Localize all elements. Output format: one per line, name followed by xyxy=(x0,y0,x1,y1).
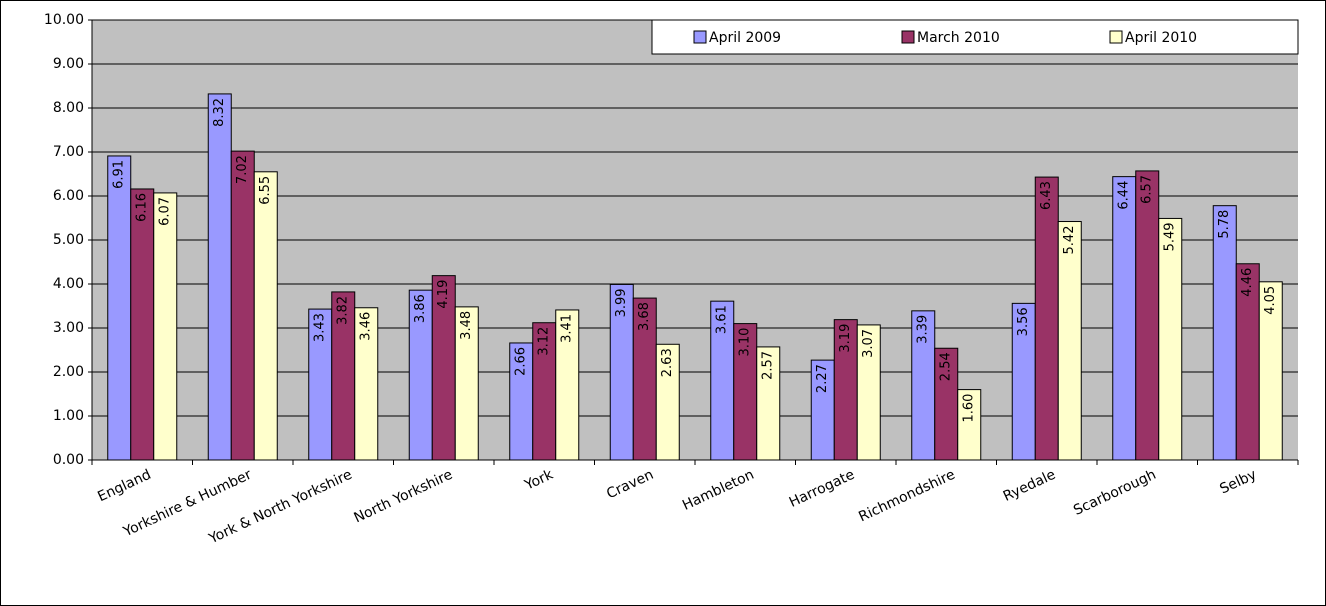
value-label: 8.32 xyxy=(212,98,227,127)
bar xyxy=(107,155,132,461)
value-label: 6.16 xyxy=(135,193,150,222)
value-label: 3.61 xyxy=(715,305,730,334)
value-label: 3.46 xyxy=(359,312,374,341)
y-tick-label: 2.00 xyxy=(53,364,84,380)
bar xyxy=(555,309,580,461)
value-label: 5.42 xyxy=(1062,226,1077,255)
value-label: 1.60 xyxy=(962,394,977,423)
legend-label: March 2010 xyxy=(917,30,1000,46)
bar xyxy=(1212,205,1237,461)
value-label: 4.19 xyxy=(436,280,451,309)
value-label: 2.63 xyxy=(660,348,675,377)
bar xyxy=(253,171,278,461)
value-label: 2.66 xyxy=(514,347,529,376)
bar xyxy=(1112,176,1137,461)
bar xyxy=(454,306,479,461)
value-label: 4.05 xyxy=(1263,286,1278,315)
y-tick-label: 4.00 xyxy=(53,276,84,292)
legend-swatch xyxy=(901,30,915,44)
value-label: 3.07 xyxy=(861,329,876,358)
value-label: 3.99 xyxy=(614,288,629,317)
value-label: 7.02 xyxy=(235,155,250,184)
bar xyxy=(354,307,379,461)
y-tick-label: 10.00 xyxy=(44,12,84,28)
value-label: 3.12 xyxy=(537,327,552,356)
value-label: 5.78 xyxy=(1217,210,1232,239)
legend-label: April 2010 xyxy=(1125,30,1197,46)
y-tick-label: 0.00 xyxy=(53,452,84,468)
legend-swatch xyxy=(1109,30,1123,44)
bar xyxy=(1135,170,1160,461)
value-label: 3.19 xyxy=(838,324,853,353)
legend-label: April 2009 xyxy=(709,30,781,46)
bar xyxy=(1258,281,1283,461)
bar xyxy=(207,93,232,461)
legend-box xyxy=(651,19,1299,55)
value-label: 6.91 xyxy=(112,160,127,189)
legend-swatch xyxy=(693,30,707,44)
bar xyxy=(856,324,881,461)
value-label: 4.46 xyxy=(1240,268,1255,297)
bar xyxy=(1057,221,1082,461)
y-tick-label: 1.00 xyxy=(53,408,84,424)
value-label: 3.86 xyxy=(413,294,428,323)
value-label: 3.56 xyxy=(1016,307,1031,336)
bar xyxy=(655,343,680,461)
value-label: 3.43 xyxy=(313,313,328,342)
value-label: 3.82 xyxy=(336,296,351,325)
value-label: 2.27 xyxy=(815,364,830,393)
y-tick-label: 3.00 xyxy=(53,320,84,336)
bar xyxy=(957,389,982,461)
value-label: 6.55 xyxy=(258,176,273,205)
value-label: 2.57 xyxy=(761,351,776,380)
y-tick-label: 8.00 xyxy=(53,100,84,116)
y-tick-label: 6.00 xyxy=(53,188,84,204)
value-label: 3.39 xyxy=(916,315,931,344)
bar xyxy=(756,346,781,461)
y-tick-label: 5.00 xyxy=(53,232,84,248)
y-tick-label: 9.00 xyxy=(53,56,84,72)
value-label: 3.41 xyxy=(560,314,575,343)
value-label: 5.49 xyxy=(1163,222,1178,251)
value-label: 3.10 xyxy=(738,328,753,357)
value-label: 6.07 xyxy=(158,197,173,226)
value-label: 6.43 xyxy=(1039,181,1054,210)
value-label: 6.57 xyxy=(1140,175,1155,204)
value-label: 3.68 xyxy=(637,302,652,331)
y-tick-label: 7.00 xyxy=(53,144,84,160)
bar xyxy=(1158,217,1183,461)
bar xyxy=(1034,176,1059,461)
value-label: 6.44 xyxy=(1117,181,1132,210)
bar xyxy=(130,188,155,461)
bar xyxy=(230,150,255,461)
value-label: 2.54 xyxy=(939,352,954,381)
value-label: 3.48 xyxy=(459,311,474,340)
bar xyxy=(153,192,178,461)
